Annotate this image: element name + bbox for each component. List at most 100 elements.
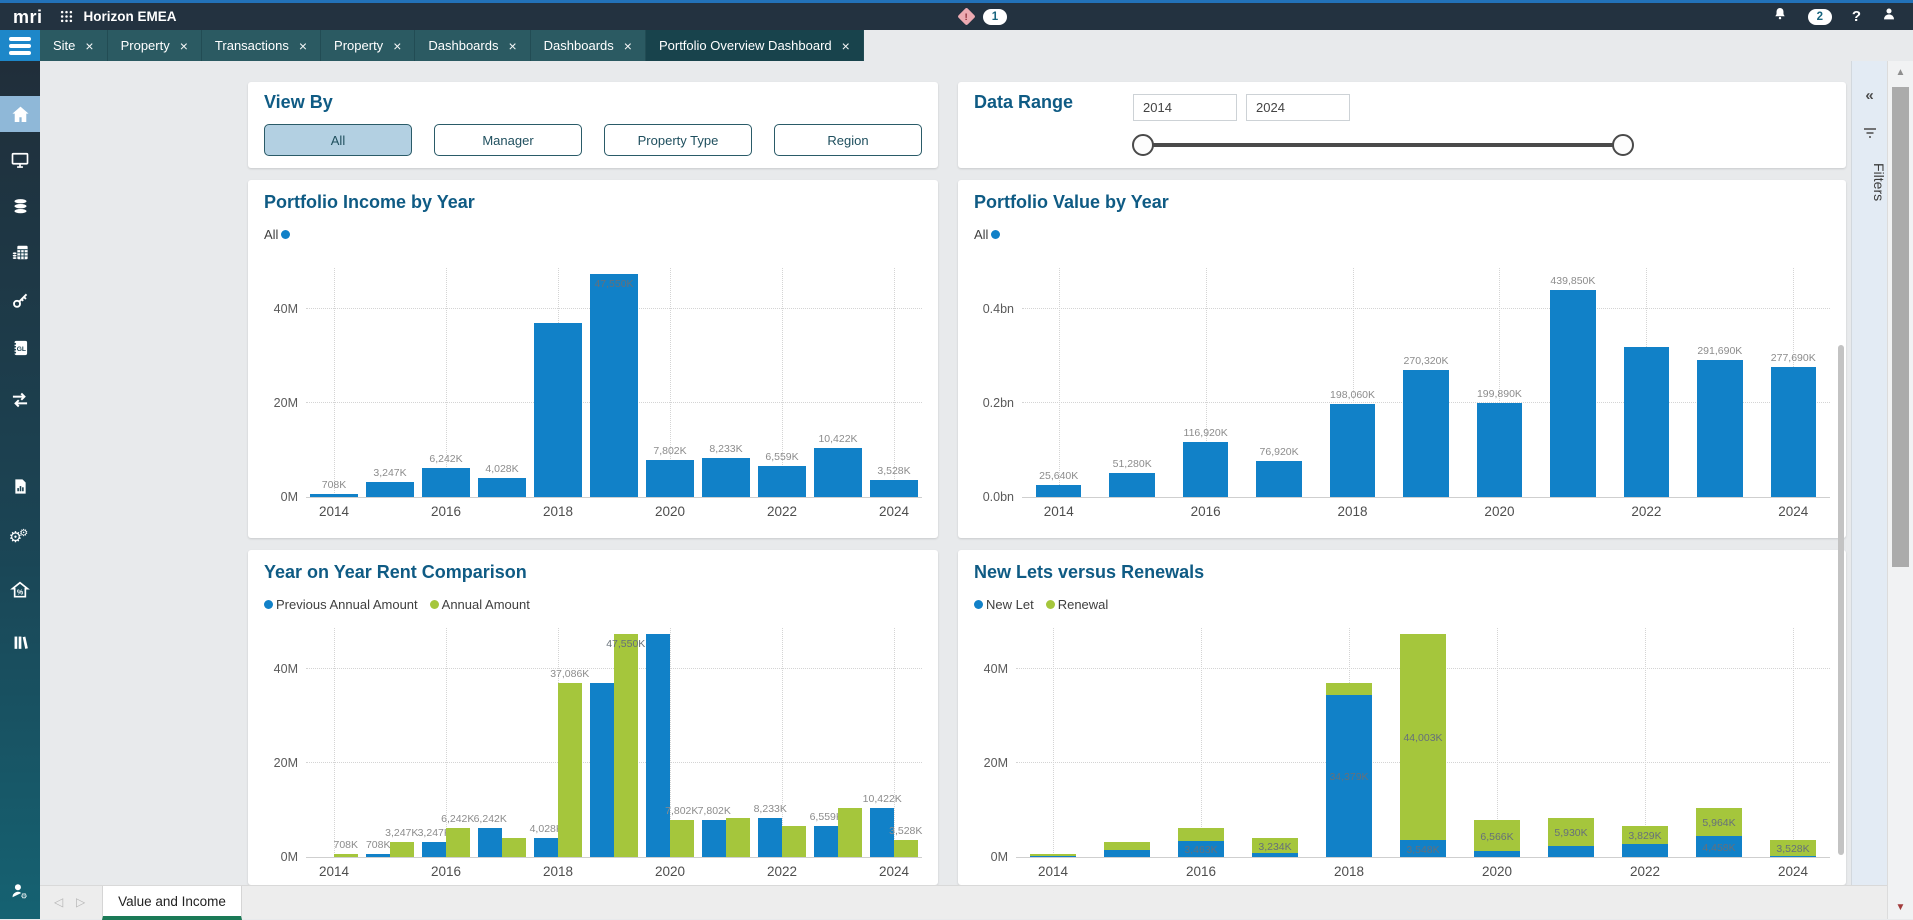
bar-2015[interactable]	[366, 481, 414, 497]
bar-2014-newlet[interactable]	[1030, 856, 1076, 857]
scrollbar-thumb[interactable]	[1892, 87, 1909, 567]
bar-2020-renewal[interactable]	[1474, 820, 1520, 852]
close-tab-icon[interactable]: ×	[623, 37, 632, 54]
bar-2017-newlet[interactable]	[1252, 853, 1298, 857]
bar-2017-annual[interactable]	[502, 838, 526, 857]
bar-2024-annual[interactable]	[894, 840, 918, 857]
bar-2018-renewal[interactable]	[1326, 682, 1372, 696]
bar-2021[interactable]	[702, 458, 750, 497]
bar-2019[interactable]	[1403, 369, 1449, 497]
bar-2024-renewal[interactable]	[1770, 840, 1816, 857]
bar-2020[interactable]	[1476, 403, 1523, 497]
bar-2021-annual[interactable]	[726, 818, 750, 857]
bar-2014[interactable]	[310, 493, 358, 497]
bar-2019-renewal[interactable]	[1400, 633, 1446, 841]
bar-2024[interactable]	[870, 480, 918, 497]
bar-2015[interactable]	[1109, 472, 1155, 497]
bar-2014-renewal[interactable]	[1030, 853, 1076, 857]
bar-2020-previous[interactable]	[646, 633, 670, 857]
tab-dashboards[interactable]: Dashboards ×	[530, 30, 646, 61]
tab-property[interactable]: Property ×	[107, 30, 202, 61]
bar-2023-newlet[interactable]	[1696, 836, 1742, 857]
sidebar-item-home[interactable]	[0, 96, 40, 132]
sidebar-item-house-percent[interactable]: %	[0, 572, 40, 608]
bar-2014[interactable]	[1035, 484, 1082, 497]
bar-2018[interactable]	[1329, 403, 1376, 497]
warning-diamond-icon[interactable]: !	[957, 7, 976, 26]
data-range-from-input[interactable]	[1133, 94, 1237, 121]
bar-2023-annual[interactable]	[838, 808, 862, 857]
bar-2024-previous[interactable]	[870, 808, 894, 857]
tab-transactions[interactable]: Transactions ×	[201, 30, 322, 61]
bell-icon[interactable]	[1772, 6, 1788, 27]
tab-portfolio-overview-dashboard[interactable]: Portfolio Overview Dashboard ×	[645, 30, 864, 61]
bar-2017-previous[interactable]	[478, 827, 502, 857]
close-tab-icon[interactable]: ×	[298, 37, 308, 54]
bar-2022[interactable]	[758, 466, 806, 497]
bar-2019[interactable]	[590, 273, 638, 497]
bar-2019-previous[interactable]	[590, 682, 614, 857]
bar-2023[interactable]	[1697, 359, 1743, 497]
tab-property[interactable]: Property ×	[321, 30, 416, 61]
bar-2015-renewal[interactable]	[1104, 841, 1150, 850]
previous-sheet-arrow-icon[interactable]: ◁	[54, 895, 64, 909]
bar-2016-renewal[interactable]	[1178, 827, 1224, 841]
bar-2016-annual[interactable]	[446, 827, 470, 857]
view-by-button-region[interactable]: Region	[774, 124, 922, 156]
close-tab-icon[interactable]: ×	[179, 37, 188, 54]
data-range-to-input[interactable]	[1246, 94, 1350, 121]
close-tab-icon[interactable]: ×	[508, 37, 517, 54]
bar-2016-newlet[interactable]	[1178, 840, 1224, 857]
sidebar-item-key[interactable]	[0, 282, 40, 318]
slider-handle-min[interactable]	[1132, 134, 1154, 156]
bar-2016-previous[interactable]	[422, 841, 446, 857]
bar-2024[interactable]	[1770, 366, 1817, 497]
filters-panel-label[interactable]: Filters	[1871, 163, 1887, 202]
bar-2021[interactable]	[1550, 290, 1596, 497]
bar-2022-annual[interactable]	[782, 826, 806, 857]
slider-track[interactable]	[1142, 143, 1616, 147]
hamburger-menu-icon[interactable]	[0, 30, 40, 61]
bar-2022[interactable]	[1623, 346, 1670, 497]
bar-2015-previous[interactable]	[366, 853, 390, 857]
bar-2015-annual[interactable]	[390, 841, 414, 857]
bar-2023-renewal[interactable]	[1696, 808, 1742, 837]
alert-count-badge[interactable]: 1	[983, 8, 1007, 25]
bar-2020-annual[interactable]	[670, 820, 694, 857]
sidebar-item-monitor[interactable]	[0, 142, 40, 178]
slider-handle-max[interactable]	[1612, 134, 1634, 156]
bar-2023[interactable]	[814, 448, 862, 497]
bar-2022-renewal[interactable]	[1622, 826, 1668, 845]
filter-funnel-icon[interactable]	[1852, 127, 1887, 139]
bar-2016[interactable]	[1182, 442, 1229, 497]
bar-2018[interactable]	[534, 322, 582, 497]
sidebar-item-report[interactable]	[0, 468, 40, 504]
close-tab-icon[interactable]: ×	[393, 37, 402, 54]
tab-dashboards[interactable]: Dashboards ×	[415, 30, 531, 61]
bar-2021-renewal[interactable]	[1548, 818, 1594, 847]
bar-2015-newlet[interactable]	[1104, 849, 1150, 857]
next-sheet-arrow-icon[interactable]: ▷	[76, 895, 86, 909]
bar-2020[interactable]	[646, 460, 694, 497]
sidebar-item-user-settings[interactable]: ⚙	[0, 873, 40, 909]
sidebar-item-library[interactable]	[0, 624, 40, 660]
view-by-button-all[interactable]: All	[264, 124, 412, 156]
bar-2021-newlet[interactable]	[1548, 846, 1594, 857]
scroll-down-arrow[interactable]: ▼	[1895, 902, 1906, 913]
bar-2022-newlet[interactable]	[1622, 844, 1668, 857]
sidebar-item-settings-gears[interactable]: ⚙⚙	[0, 520, 40, 556]
bar-2023-previous[interactable]	[814, 826, 838, 857]
bar-2024-newlet[interactable]	[1770, 856, 1816, 857]
close-tab-icon[interactable]: ×	[841, 37, 850, 54]
user-profile-icon[interactable]	[1881, 6, 1897, 27]
sidebar-item-general-ledger[interactable]: GL	[0, 330, 40, 366]
bar-2020-newlet[interactable]	[1474, 851, 1520, 857]
sidebar-item-calculator[interactable]	[0, 234, 40, 270]
bar-2017[interactable]	[478, 478, 526, 497]
sidebar-item-database[interactable]	[0, 188, 40, 224]
bar-2017[interactable]	[1256, 460, 1302, 497]
bar-2018-previous[interactable]	[534, 838, 558, 857]
scroll-up-arrow[interactable]: ▲	[1895, 67, 1906, 78]
collapse-chevrons-icon[interactable]: «	[1865, 87, 1874, 104]
app-launcher-grid-icon[interactable]	[59, 9, 74, 24]
